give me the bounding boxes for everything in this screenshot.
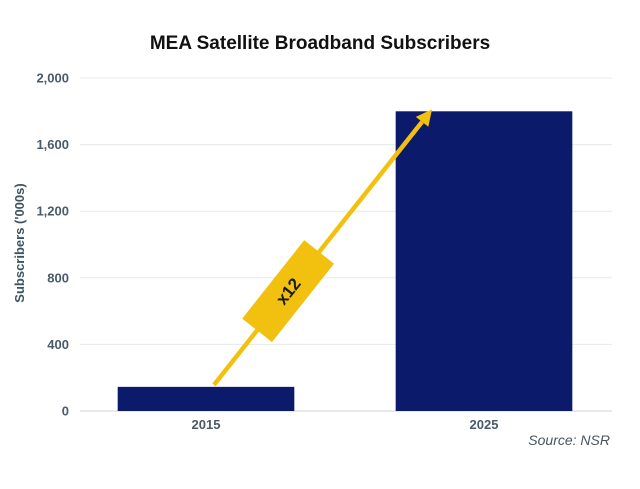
source-note: Source: NSR (528, 432, 610, 448)
growth-label: x12 (242, 240, 335, 343)
y-tick-label: 400 (47, 337, 69, 352)
x-tick-label: 2025 (470, 417, 499, 432)
bar-2025 (395, 111, 573, 412)
y-axis-title: Subscribers ('000s) (12, 183, 27, 302)
y-tick-label: 2,000 (36, 71, 69, 86)
y-tick-label: 1,200 (36, 204, 69, 219)
y-axis-ticks: 0 400 800 1,200 1,600 2,000 (36, 71, 69, 419)
growth-annotation: x12 (212, 109, 432, 387)
x-axis-ticks: 2015 2025 (192, 417, 499, 432)
chart-title: MEA Satellite Broadband Subscribers (149, 33, 491, 54)
bars (117, 111, 573, 412)
growth-arrow-head (415, 109, 432, 127)
bar-2015 (117, 386, 295, 411)
x-tick-label: 2015 (192, 417, 221, 432)
y-tick-label: 800 (47, 270, 69, 285)
y-tick-label: 1,600 (36, 137, 69, 152)
growth-label-box (242, 240, 335, 343)
y-tick-label: 0 (62, 404, 69, 419)
